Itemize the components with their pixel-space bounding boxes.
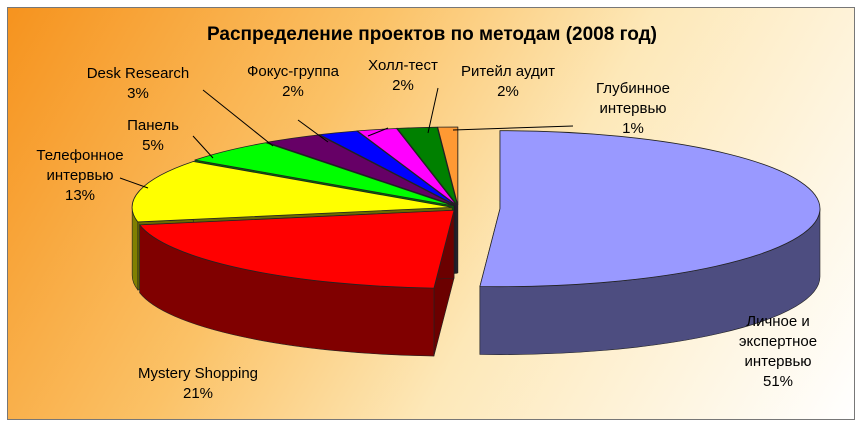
slice-label: Mystery Shopping 21% (138, 365, 258, 402)
slice-name-label: Панель (127, 117, 179, 134)
slice-label: Панель 5% (127, 117, 179, 154)
pie-chart: Личное и экспертное интервью 51% Mystery Sho… (36, 24, 821, 402)
chart-area: Личное и экспертное интервью 51% Mystery Sho… (7, 7, 855, 420)
slice-name-label: Desk Research (87, 65, 190, 82)
pie-slice-9 (437, 126, 459, 206)
slice-label: Личное и экспертное интервью 51% (739, 313, 817, 390)
slice-percent-label: 5% (142, 137, 164, 154)
slice-name-label: Личное и (746, 313, 810, 330)
slice-name-label: Телефонное (36, 147, 123, 164)
slice-percent-label: 3% (127, 85, 149, 102)
slice-percent-label: 2% (392, 77, 414, 94)
leader-line (119, 177, 149, 189)
leader-line (452, 125, 574, 131)
slice-percent-label: 2% (282, 83, 304, 100)
slice-name-label: Ритейл аудит (461, 63, 555, 80)
slice-label: Телефонное интервью 13% (36, 147, 123, 204)
slice-name-label: интервью (599, 100, 666, 117)
slice-label: Desk Research 3% (87, 65, 190, 102)
pie-slice-2 (138, 209, 455, 289)
slice-name-label: Mystery Shopping (138, 365, 258, 382)
slice-name-label: Глубинное (596, 80, 670, 97)
pie-slice-6 (318, 130, 457, 206)
pie-slice-4 (194, 142, 454, 207)
pie-slice-8 (396, 126, 458, 206)
leader-line (367, 127, 389, 137)
slice-name-label: экспертное (739, 333, 817, 350)
leader-line (427, 87, 439, 134)
pie-slice-3 (131, 161, 453, 223)
slice-percent-label: 21% (183, 385, 213, 402)
chart-title: Распределение проектов по методам (2008 … (207, 24, 657, 45)
slice-label: Глубинное интервью 1% (596, 80, 670, 137)
slice-label: Холл-тест 2% (368, 57, 438, 94)
leader-line (192, 135, 214, 159)
slice-percent-label: 51% (763, 373, 793, 390)
slice-label: Фокус-группа 2% (247, 63, 340, 100)
pie-slice-7 (356, 128, 457, 206)
slice-name-label: интервью (46, 167, 113, 184)
slice-name-label: интервью (744, 353, 811, 370)
slice-name-label: Фокус-группа (247, 63, 340, 80)
pie-slice-1 (479, 130, 821, 288)
leader-line (202, 89, 274, 147)
leader-line (297, 119, 329, 143)
slice-percent-label: 2% (497, 83, 519, 100)
slice-percent-label: 1% (622, 120, 644, 137)
slice-name-label: Холл-тест (368, 57, 438, 74)
slice-label: Ритейл аудит 2% (461, 63, 555, 100)
slice-percent-label: 13% (65, 187, 95, 204)
